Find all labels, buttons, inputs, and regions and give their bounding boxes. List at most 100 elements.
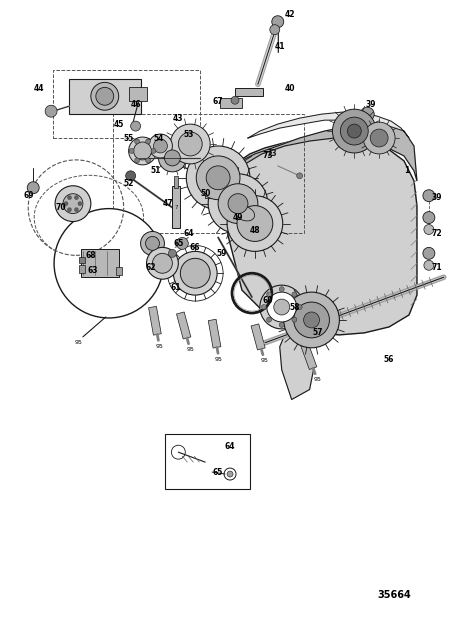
- Circle shape: [178, 132, 202, 156]
- Circle shape: [304, 312, 319, 328]
- Circle shape: [423, 248, 435, 259]
- Bar: [205, 177, 211, 198]
- Circle shape: [347, 124, 361, 138]
- Text: 95: 95: [75, 341, 83, 346]
- Circle shape: [266, 318, 272, 322]
- Text: 45: 45: [113, 119, 124, 129]
- Text: 69: 69: [24, 191, 35, 200]
- Circle shape: [270, 25, 280, 34]
- Circle shape: [228, 194, 248, 214]
- Circle shape: [279, 287, 284, 292]
- Circle shape: [128, 137, 156, 165]
- Text: 50: 50: [200, 189, 210, 198]
- Circle shape: [154, 139, 167, 153]
- Text: 48: 48: [250, 226, 260, 235]
- Circle shape: [227, 471, 233, 477]
- Circle shape: [231, 96, 239, 104]
- Circle shape: [237, 206, 273, 241]
- Text: 41: 41: [274, 42, 285, 51]
- Circle shape: [146, 139, 151, 144]
- Circle shape: [266, 292, 272, 297]
- Bar: [235, 88, 263, 96]
- Circle shape: [74, 196, 78, 199]
- Text: 65: 65: [213, 468, 223, 476]
- Bar: [174, 176, 178, 188]
- Text: 44: 44: [34, 84, 45, 93]
- Bar: [113, 114, 304, 234]
- Text: 47: 47: [163, 199, 173, 208]
- Text: 95: 95: [261, 358, 268, 363]
- Circle shape: [218, 184, 258, 224]
- Circle shape: [134, 142, 152, 160]
- Circle shape: [78, 202, 82, 206]
- Circle shape: [370, 129, 388, 147]
- Circle shape: [126, 171, 136, 181]
- Text: 95: 95: [313, 377, 321, 382]
- Circle shape: [158, 144, 186, 172]
- Polygon shape: [176, 312, 191, 339]
- Circle shape: [208, 174, 268, 234]
- Polygon shape: [220, 136, 417, 335]
- Circle shape: [146, 248, 178, 279]
- Polygon shape: [248, 112, 409, 138]
- Text: 49: 49: [233, 213, 243, 222]
- Text: 55: 55: [124, 134, 134, 142]
- Polygon shape: [280, 335, 315, 399]
- Polygon shape: [220, 124, 417, 181]
- Circle shape: [292, 292, 297, 297]
- Text: 68: 68: [85, 251, 96, 260]
- Bar: [165, 434, 250, 489]
- Bar: [116, 268, 122, 275]
- Text: 64: 64: [183, 229, 193, 238]
- Bar: [79, 265, 85, 273]
- Text: 52: 52: [123, 179, 134, 188]
- Text: 35664: 35664: [377, 591, 411, 601]
- Text: 53: 53: [183, 129, 193, 139]
- Circle shape: [292, 318, 297, 322]
- Polygon shape: [208, 319, 221, 348]
- Circle shape: [176, 238, 188, 249]
- Circle shape: [27, 182, 39, 194]
- Text: 7: 7: [174, 205, 178, 210]
- Circle shape: [260, 285, 304, 329]
- Bar: [79, 258, 85, 263]
- Circle shape: [196, 156, 240, 199]
- Text: 43: 43: [173, 114, 183, 122]
- Circle shape: [423, 212, 435, 224]
- Circle shape: [297, 173, 302, 179]
- Bar: [173, 186, 180, 228]
- Text: 39: 39: [366, 100, 376, 109]
- Text: 73: 73: [266, 149, 277, 158]
- Text: 95: 95: [155, 344, 164, 349]
- Polygon shape: [251, 324, 265, 350]
- Circle shape: [63, 194, 83, 214]
- Circle shape: [67, 196, 72, 199]
- Circle shape: [272, 16, 284, 28]
- Polygon shape: [301, 344, 317, 369]
- Circle shape: [186, 146, 250, 209]
- Ellipse shape: [230, 202, 259, 225]
- Circle shape: [45, 105, 57, 117]
- Text: 66: 66: [190, 243, 201, 252]
- Circle shape: [74, 208, 78, 212]
- Circle shape: [261, 304, 266, 309]
- Circle shape: [131, 121, 141, 131]
- Bar: [69, 79, 141, 114]
- Text: 61: 61: [170, 282, 181, 292]
- Circle shape: [91, 82, 118, 110]
- Bar: [207, 175, 210, 181]
- Circle shape: [340, 117, 368, 145]
- Text: 70: 70: [56, 203, 66, 212]
- Text: 67: 67: [213, 97, 223, 106]
- Circle shape: [55, 186, 91, 221]
- Text: 51: 51: [150, 166, 161, 176]
- Circle shape: [423, 190, 435, 202]
- Text: 57: 57: [312, 328, 323, 338]
- Circle shape: [206, 166, 230, 190]
- Circle shape: [67, 208, 72, 212]
- Text: 59: 59: [217, 249, 227, 258]
- Circle shape: [363, 122, 395, 154]
- Circle shape: [227, 196, 283, 251]
- Text: 42: 42: [284, 10, 295, 19]
- Circle shape: [135, 139, 139, 144]
